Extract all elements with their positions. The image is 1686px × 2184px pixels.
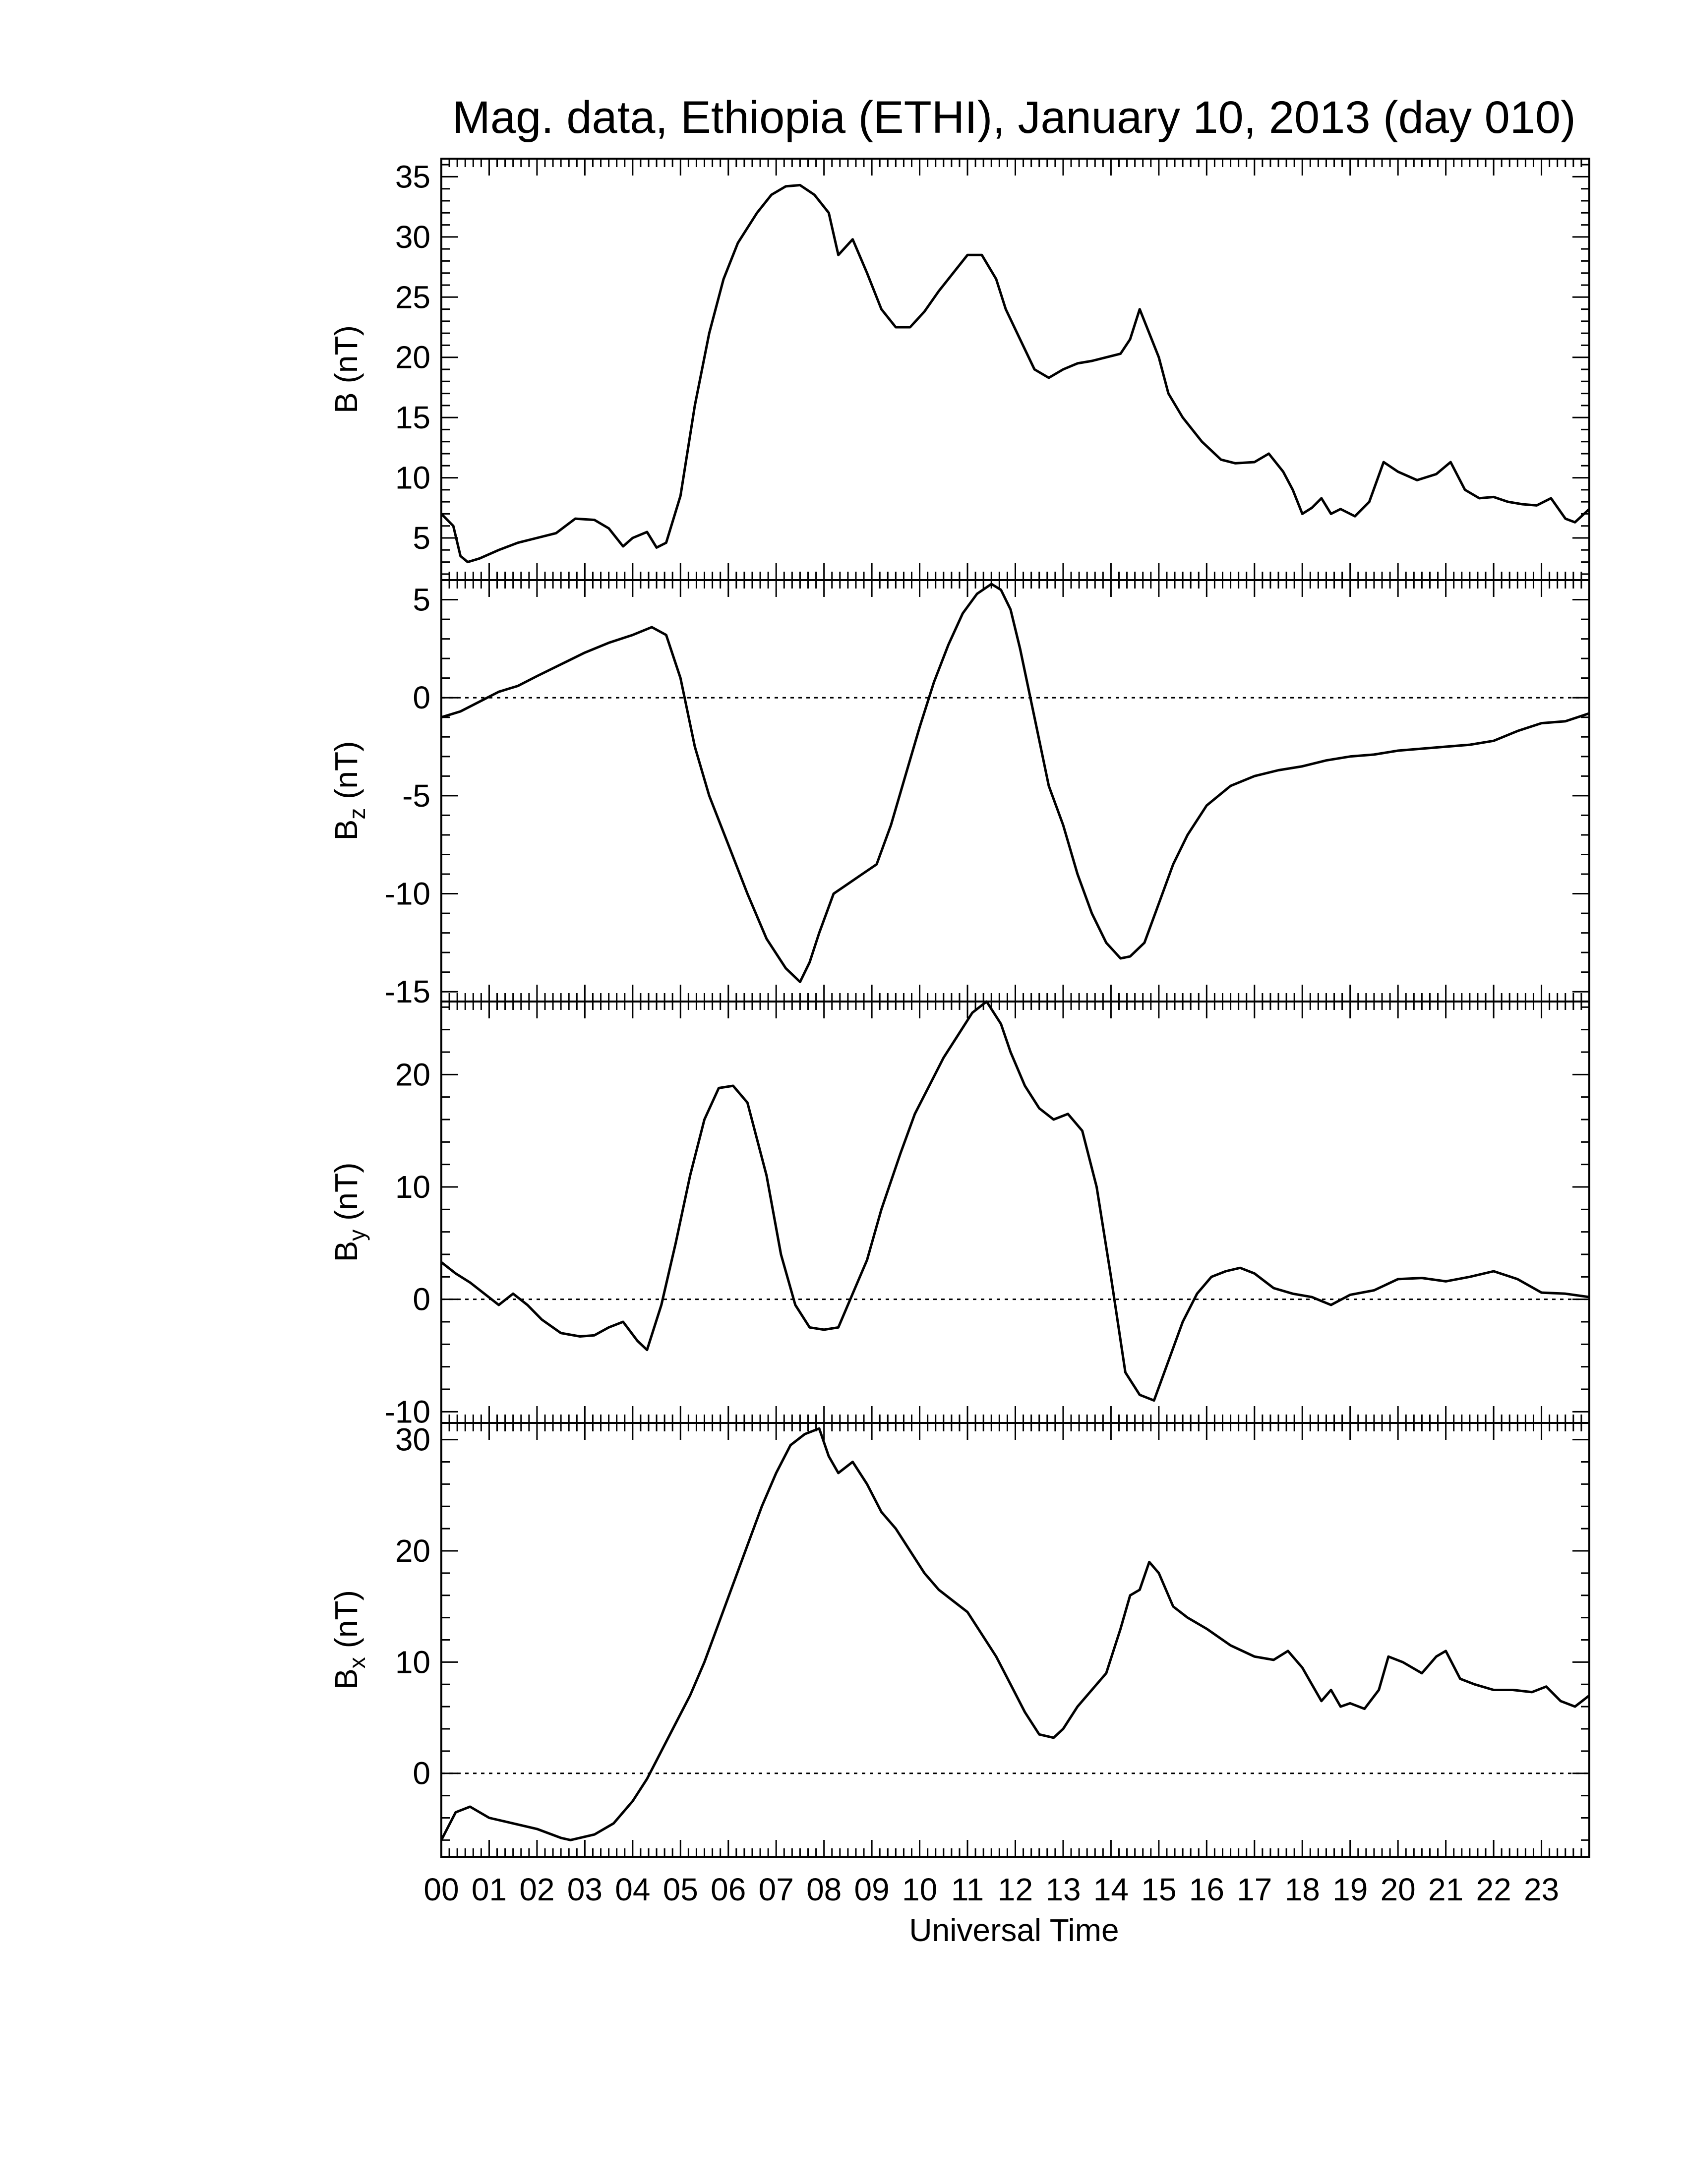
x-tick-label: 21: [1428, 1872, 1463, 1907]
x-tick-label: 23: [1524, 1872, 1559, 1907]
x-tick-label: 05: [663, 1872, 698, 1907]
x-tick-label: 15: [1141, 1872, 1176, 1907]
y-tick-label-bx: 30: [395, 1422, 430, 1458]
x-tick-label: 18: [1285, 1872, 1320, 1907]
y-tick-label-by: 10: [395, 1169, 430, 1205]
y-axis-label-bx: Bx (nT): [328, 1590, 370, 1690]
x-tick-label: 04: [615, 1872, 650, 1907]
y-tick-label-bz: 0: [413, 680, 430, 715]
x-tick-label: 02: [519, 1872, 554, 1907]
x-tick-label: 11: [951, 1872, 984, 1907]
x-tick-label: 12: [998, 1872, 1033, 1907]
data-line-b: [440, 183, 1590, 564]
y-tick-label-b: 20: [395, 340, 430, 375]
y-tick-label-bz: 5: [413, 582, 430, 618]
x-tick-label: 16: [1189, 1872, 1224, 1907]
y-tick-label-by: 20: [395, 1057, 430, 1092]
data-line-bz: [441, 583, 1590, 983]
x-tick-label: 19: [1332, 1872, 1368, 1907]
x-tick-label: 09: [854, 1872, 890, 1907]
x-tick-label: 03: [567, 1872, 602, 1907]
y-tick-label-bz: -10: [385, 876, 431, 912]
y-axis-label-bz: Bz (nT): [328, 741, 370, 841]
y-tick-label-bx: 10: [395, 1644, 430, 1680]
y-tick-label-bx: 0: [413, 1756, 430, 1791]
data-line-by: [440, 1000, 1590, 1402]
x-tick-label: 13: [1045, 1872, 1081, 1907]
x-tick-label: 20: [1381, 1872, 1416, 1907]
x-tick-label: 00: [423, 1872, 459, 1907]
y-axis-label-by: By (nT): [328, 1163, 370, 1262]
y-tick-label-bx: 20: [395, 1533, 430, 1569]
data-line-bx: [440, 1427, 1590, 1841]
y-axis-label-b: B (nT): [328, 325, 364, 413]
y-tick-label-b: 35: [395, 159, 430, 194]
y-tick-label-b: 15: [395, 400, 430, 435]
x-axis-label: Universal Time: [909, 1912, 1119, 1948]
x-tick-label: 17: [1237, 1872, 1272, 1907]
x-tick-label: 10: [902, 1872, 937, 1907]
y-tick-label-b: 25: [395, 279, 430, 315]
y-tick-label-bz: -5: [402, 778, 430, 814]
y-tick-label-by: -10: [385, 1394, 431, 1429]
x-tick-label: 01: [472, 1872, 507, 1907]
x-tick-label: 22: [1476, 1872, 1511, 1907]
y-tick-label-bz: -15: [385, 974, 431, 1009]
y-tick-label-b: 30: [395, 219, 430, 255]
x-tick-label: 07: [759, 1872, 794, 1907]
x-tick-label: 14: [1093, 1872, 1129, 1907]
y-tick-label-by: 0: [413, 1282, 430, 1317]
y-tick-label-b: 10: [395, 460, 430, 496]
y-tick-label-b: 5: [413, 520, 430, 556]
chart-title: Mag. data, Ethiopia (ETHI), January 10, …: [452, 92, 1575, 143]
x-tick-label: 08: [806, 1872, 842, 1907]
x-tick-label: 06: [711, 1872, 746, 1907]
